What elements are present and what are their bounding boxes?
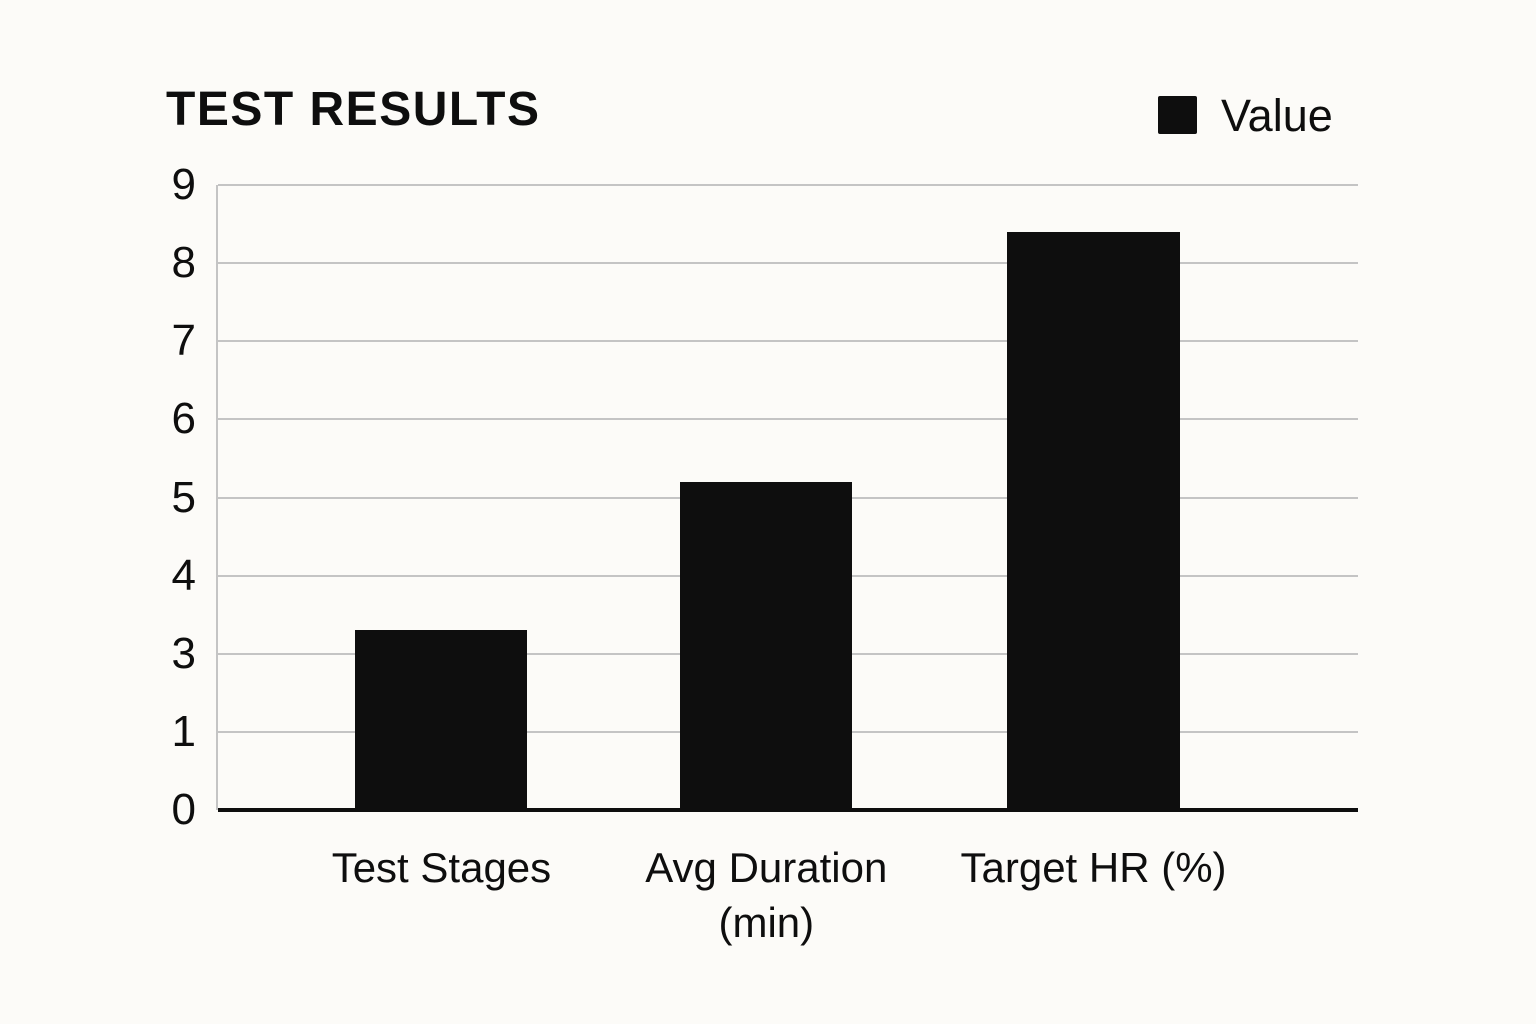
gridline-7 — [218, 340, 1358, 343]
legend-swatch-icon — [1158, 96, 1197, 134]
y-tick-label-4: 4 — [171, 550, 196, 600]
y-tick-label-5: 5 — [171, 472, 196, 522]
legend: Value — [1158, 89, 1333, 141]
bar-target-hr — [1007, 231, 1180, 810]
plot-area: 0 1 3 4 5 6 7 8 9 Test Stages Avg Duration (min) Ta… — [172, 163, 1358, 946]
y-tick-label-7: 7 — [171, 316, 196, 366]
x-category-label-test-stages: Test Stages — [331, 844, 552, 891]
y-tick-label-1: 1 — [171, 706, 196, 756]
y-tick-label-9: 9 — [171, 160, 196, 209]
y-tick-label-0: 0 — [171, 785, 196, 834]
bar-test-stages — [355, 630, 528, 810]
x-category-label-target-hr: Target HR (%) — [960, 844, 1227, 891]
legend-label: Value — [1221, 89, 1333, 141]
bar-avg-duration-min — [680, 481, 853, 810]
y-tick-label-3: 3 — [171, 628, 196, 678]
y-tick-label-6: 6 — [171, 394, 196, 444]
x-axis-line — [218, 808, 1358, 812]
gridline-8 — [218, 262, 1358, 265]
gridline-6 — [218, 418, 1358, 421]
x-category-label-avg-duration-min: Avg Duration (min) — [645, 844, 888, 947]
chart-title: TEST RESULTS — [166, 83, 541, 136]
y-tick-label-8: 8 — [171, 238, 196, 288]
gridline-9 — [218, 184, 1358, 186]
